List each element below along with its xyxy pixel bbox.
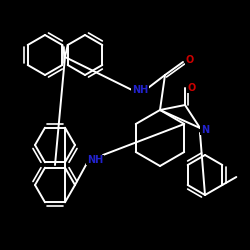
- Text: NH: NH: [132, 85, 148, 95]
- Text: O: O: [188, 83, 196, 93]
- Text: O: O: [186, 55, 194, 65]
- Text: N: N: [201, 125, 209, 135]
- Text: NH: NH: [87, 155, 103, 165]
